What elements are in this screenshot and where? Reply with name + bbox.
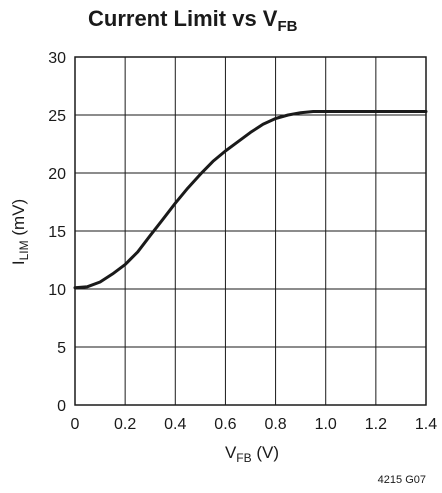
y-tick-label: 15 — [48, 224, 66, 241]
x-axis-label-main: V — [225, 443, 237, 462]
grid — [74, 56, 427, 406]
x-tick-labels: 0 0.2 0.4 0.6 0.8 1.0 1.2 1.4 — [71, 416, 438, 433]
x-tick-label: 1.0 — [315, 416, 337, 433]
x-tick-label: 0.8 — [264, 416, 286, 433]
chart-title-sub: FB — [277, 18, 297, 35]
x-axis-label-sub: FB — [236, 451, 251, 465]
x-tick-label: 1.4 — [415, 416, 437, 433]
plot-frame — [74, 56, 427, 406]
x-tick-label: 0.2 — [114, 416, 136, 433]
x-tick-label: 1.2 — [365, 416, 387, 433]
series-line-0 — [73, 110, 428, 290]
x-tick-label: 0.6 — [214, 416, 236, 433]
x-tick-label: 0.4 — [164, 416, 186, 433]
y-tick-label: 5 — [57, 340, 66, 357]
y-axis-label: ILIM (mV) — [9, 199, 31, 265]
x-tick-label: 0 — [71, 416, 80, 433]
series-layer — [73, 110, 428, 290]
y-tick-labels: 0 5 10 15 20 25 30 — [48, 50, 66, 415]
y-tick-label: 30 — [48, 50, 66, 67]
y-tick-label: 0 — [57, 398, 66, 415]
x-axis-label-rest: (V) — [252, 443, 279, 462]
y-axis-label-rest: (mV) — [9, 199, 28, 241]
x-axis-label: VFB (V) — [225, 443, 279, 465]
y-tick-label: 10 — [48, 282, 66, 299]
chart-title: Current Limit vs VFB — [88, 6, 298, 35]
y-tick-label: 20 — [48, 166, 66, 183]
y-axis-label-sub: LIM — [17, 240, 31, 260]
y-tick-label: 25 — [48, 108, 66, 125]
figure-code: 4215 G07 — [378, 474, 426, 486]
chart-title-main: Current Limit vs V — [88, 6, 278, 31]
y-axis-label-main: I — [9, 260, 28, 265]
